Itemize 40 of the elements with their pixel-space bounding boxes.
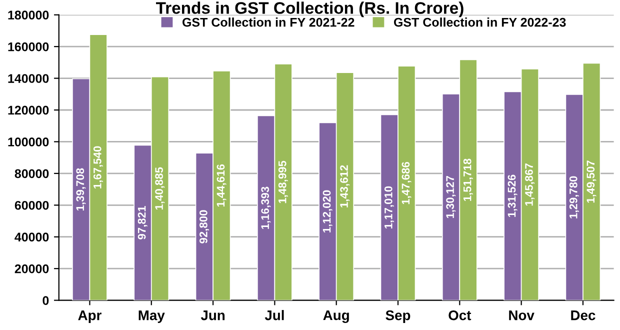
data-label: 1,67,540 — [93, 146, 103, 188]
data-label: 1,17,010 — [384, 186, 394, 228]
x-tick-label: Sep — [386, 310, 410, 323]
data-label: 97,821 — [138, 206, 148, 240]
x-tick-label: Jul — [264, 310, 284, 320]
data-label: 1,45,867 — [525, 164, 535, 206]
y-tick-label: 40000 — [14, 232, 49, 242]
legend-label: GST Collection in FY 2021-22 — [182, 18, 354, 27]
x-tick-label: May — [138, 310, 165, 323]
x-tick-label: Nov — [509, 310, 534, 320]
data-label: 1,49,507 — [586, 160, 596, 203]
data-label: 92,800 — [200, 210, 209, 244]
x-tick-label: Dec — [571, 310, 596, 320]
data-label: 1,12,020 — [322, 190, 332, 232]
y-tick-label: 20000 — [14, 264, 49, 274]
y-tick-label: 160000 — [8, 42, 49, 52]
y-tick-label: 80000 — [14, 169, 49, 178]
x-tick-label: Apr — [78, 310, 102, 323]
x-tick-label: Aug — [323, 310, 349, 323]
data-label: 1,16,393 — [261, 186, 271, 229]
x-tick-label: Jun — [200, 310, 225, 320]
data-label: 1,43,612 — [340, 165, 350, 208]
y-tick-label: 180000 — [8, 10, 49, 20]
y-tick-label: 140000 — [8, 74, 49, 83]
x-tick-label: Oct — [448, 310, 472, 320]
legend-label: GST Collection in FY 2022-23 — [394, 18, 566, 27]
data-label: 1,47,686 — [402, 162, 412, 204]
data-label: 1,44,616 — [216, 164, 226, 207]
y-tick-label: 120000 — [8, 106, 49, 115]
data-label: 1,51,718 — [463, 158, 473, 201]
data-label: 1,29,780 — [569, 176, 579, 218]
data-label: 1,40,885 — [155, 167, 165, 210]
data-label: 1,39,708 — [76, 168, 86, 210]
data-label: 1,48,995 — [278, 160, 288, 204]
data-label: 1,31,526 — [508, 174, 518, 217]
y-tick-label: 60000 — [14, 200, 49, 210]
data-label: 1,30,127 — [446, 176, 456, 218]
chart-title: Trends in GST Collection (Rs. In Crore) — [156, 2, 464, 18]
y-tick-label: 100000 — [8, 138, 49, 146]
y-tick-label: 0 — [42, 296, 49, 305]
